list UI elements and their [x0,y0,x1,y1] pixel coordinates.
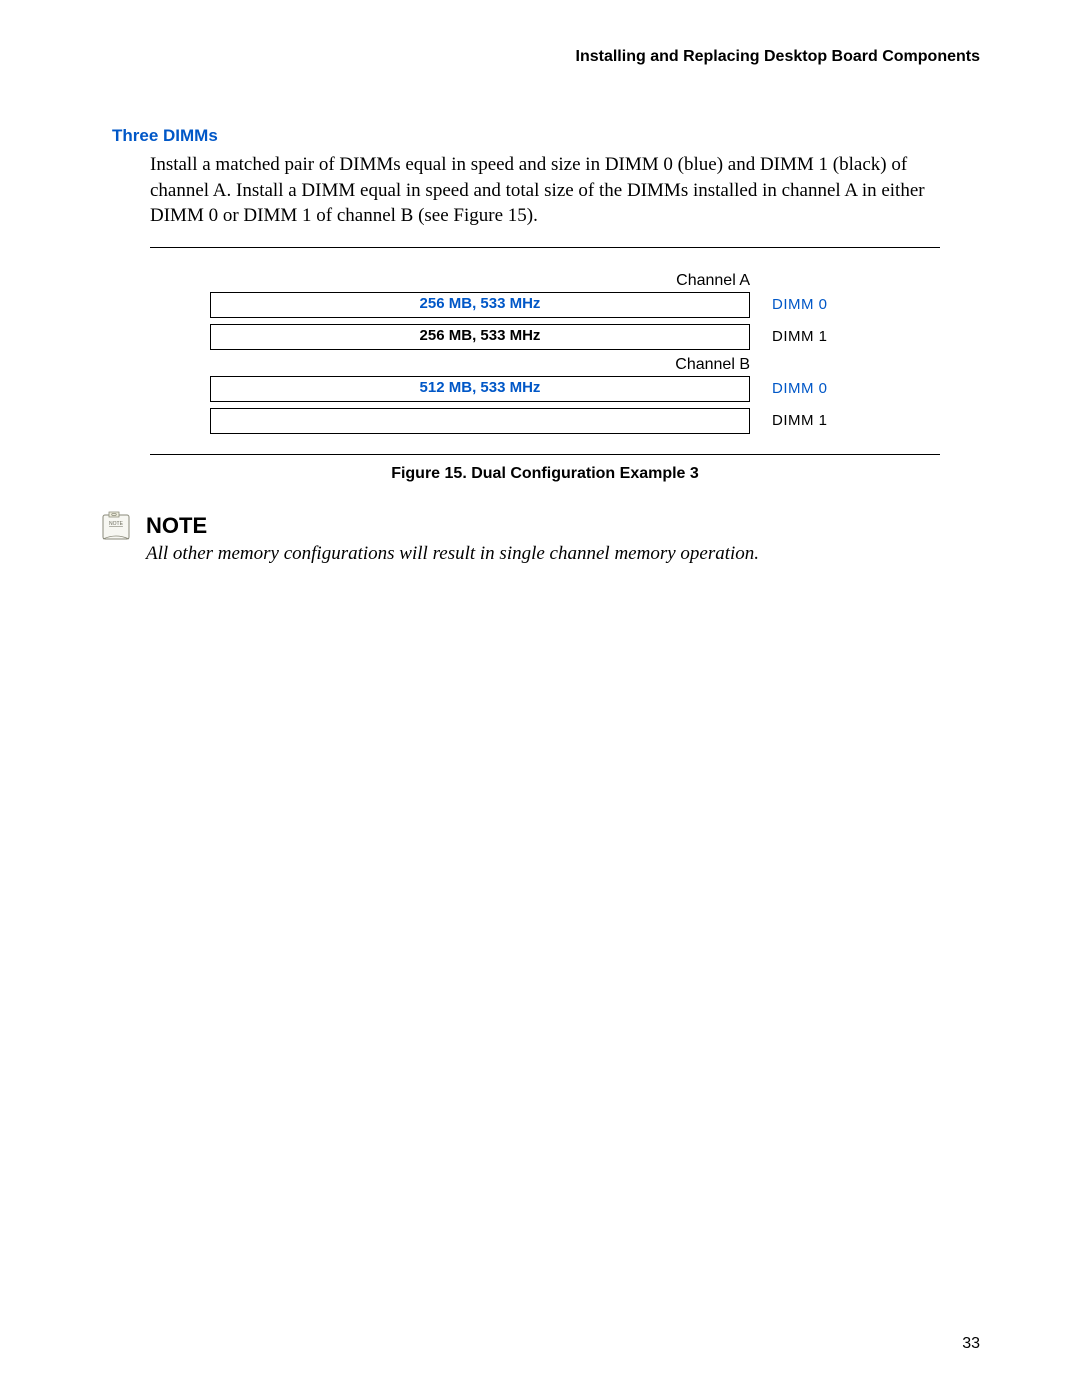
slot-row-a1: 256 MB, 533 MHz DIMM 1 [210,324,850,350]
svg-text:NOTE: NOTE [109,521,124,527]
page-header: Installing and Replacing Desktop Board C… [100,48,980,66]
note-body: All other memory configurations will res… [146,543,759,565]
page: Installing and Replacing Desktop Board C… [0,0,1080,1397]
figure-15: Channel A 256 MB, 533 MHz DIMM 0 256 MB,… [150,247,940,455]
channel-a-label: Channel A [210,272,860,290]
note-icon: NOTE [100,509,134,543]
slot-b1 [210,408,750,434]
body-paragraph: Install a matched pair of DIMMs equal in… [150,152,968,229]
channel-b-label: Channel B [210,356,860,374]
dimm-label-a1: DIMM 1 [772,328,828,345]
section-title: Three DIMMs [112,126,980,146]
dimm-label-b0: DIMM 0 [772,380,828,397]
dimm-label-b1: DIMM 1 [772,412,828,429]
slot-b0: 512 MB, 533 MHz [210,376,750,402]
channel-diagram: Channel A 256 MB, 533 MHz DIMM 0 256 MB,… [210,272,850,434]
slot-row-b1: DIMM 1 [210,408,850,434]
note-heading: NOTE [146,513,759,539]
figure-caption: Figure 15. Dual Configuration Example 3 [150,465,940,483]
slot-a1: 256 MB, 533 MHz [210,324,750,350]
page-number: 33 [962,1335,980,1353]
slot-a0: 256 MB, 533 MHz [210,292,750,318]
dimm-label-a0: DIMM 0 [772,296,828,313]
slot-row-b0: 512 MB, 533 MHz DIMM 0 [210,376,850,402]
note-block: NOTE NOTE All other memory configuration… [100,513,980,565]
slot-row-a0: 256 MB, 533 MHz DIMM 0 [210,292,850,318]
note-content: NOTE All other memory configurations wil… [146,513,759,565]
